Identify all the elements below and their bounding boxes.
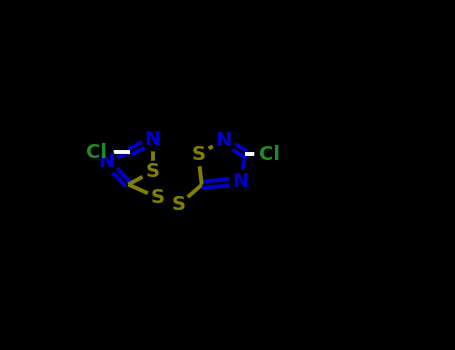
Text: S: S xyxy=(172,195,186,214)
Text: N: N xyxy=(145,130,161,149)
Text: S: S xyxy=(146,162,160,181)
Text: Cl: Cl xyxy=(259,145,280,163)
Text: N: N xyxy=(215,131,232,150)
Text: N: N xyxy=(98,152,115,171)
Text: S: S xyxy=(191,145,205,163)
Text: Cl: Cl xyxy=(86,143,107,162)
Text: S: S xyxy=(151,188,165,207)
Text: N: N xyxy=(232,172,248,191)
